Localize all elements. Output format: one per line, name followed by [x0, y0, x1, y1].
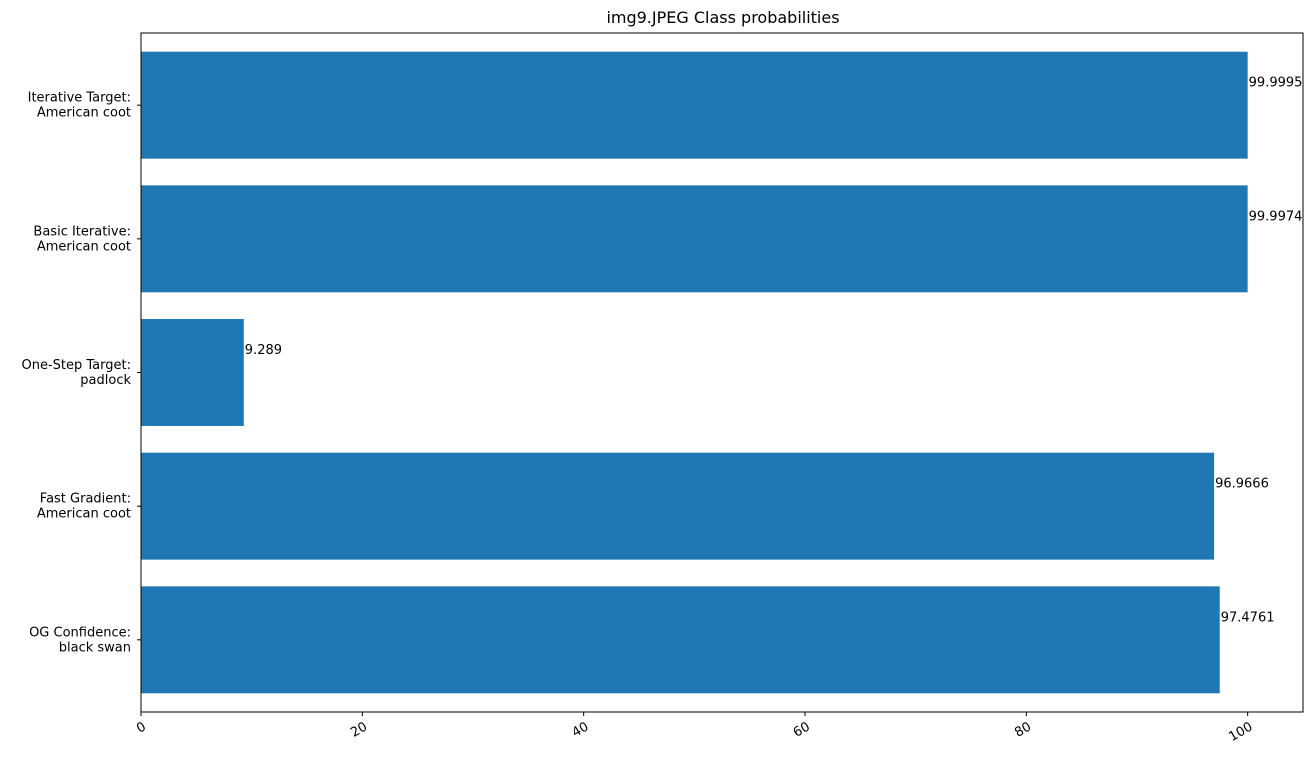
y-tick-label: OG Confidence: black swan — [29, 625, 131, 655]
y-tick-label-line: American coot — [37, 106, 131, 121]
bar-value-label: 99.9995 — [1249, 76, 1303, 91]
bar-value-label: 97.4761 — [1221, 610, 1275, 625]
y-tick-label-line: American coot — [37, 239, 131, 254]
y-tick-label-line: Iterative Target: — [28, 91, 131, 106]
x-axis: 0 20 40 60 80 100 — [134, 712, 1255, 745]
bar — [141, 51, 1248, 159]
y-tick-label: One-Step Target: padlock — [22, 358, 132, 388]
y-tick-label-line: One-Step Target: — [22, 358, 132, 373]
bar-value-label: 96.9666 — [1215, 477, 1269, 492]
bars-layer — [141, 51, 1248, 694]
x-tick-label: 100 — [1226, 720, 1255, 745]
x-tick-label: 60 — [791, 720, 813, 741]
plot-frame — [140, 32, 1304, 713]
y-tick-label-line: padlock — [80, 373, 131, 388]
bar — [141, 452, 1215, 560]
y-tick-label-line: Fast Gradient: — [40, 492, 131, 507]
y-tick-label-line: black swan — [59, 640, 131, 655]
y-tick-label-line: Basic Iterative: — [33, 224, 131, 239]
y-tick-label: Iterative Target: American coot — [28, 91, 131, 121]
x-tick-label: 80 — [1012, 720, 1034, 741]
bar-value-label: 9.289 — [245, 343, 282, 358]
chart-title: img9.JPEG Class probabilities — [606, 8, 839, 27]
y-tick-label: Basic Iterative: American coot — [33, 224, 131, 254]
bar — [141, 586, 1220, 694]
value-labels-layer: 97.4761 96.9666 9.289 99.9974 99.9995 — [245, 76, 1303, 626]
x-tick-label: 0 — [134, 720, 149, 737]
y-tick-label-line: OG Confidence: — [29, 625, 131, 640]
y-tick-label: Fast Gradient: American coot — [37, 492, 131, 522]
bar-value-label: 99.9974 — [1249, 209, 1303, 224]
x-tick-label: 40 — [570, 720, 592, 741]
y-tick-label-line: American coot — [37, 507, 131, 522]
bar — [141, 185, 1248, 293]
x-tick-label: 20 — [348, 720, 370, 741]
bar — [141, 319, 244, 426]
